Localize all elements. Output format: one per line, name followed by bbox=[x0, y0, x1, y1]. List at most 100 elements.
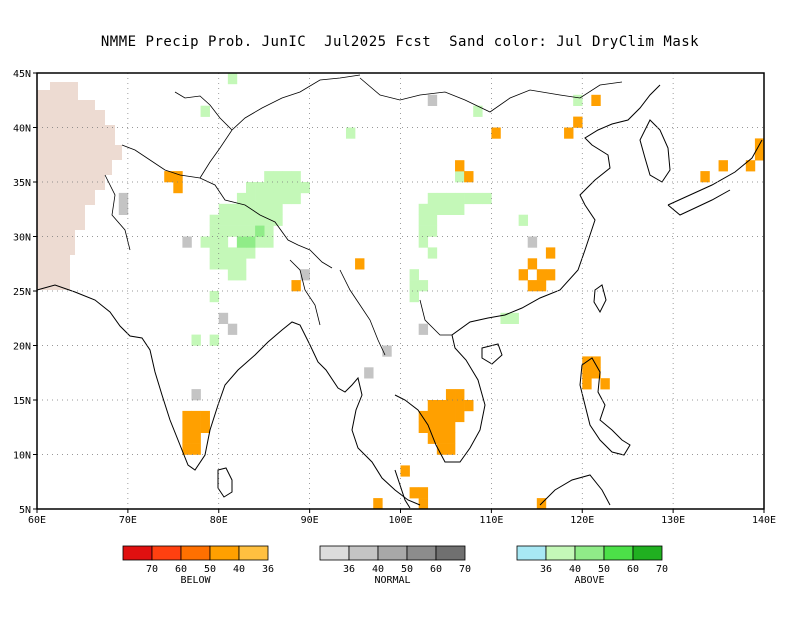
lat-tick-label: 25N bbox=[13, 287, 31, 298]
below-probability-cell bbox=[173, 182, 183, 194]
above-probability-cell bbox=[264, 192, 274, 205]
below-legend-swatch bbox=[209, 545, 240, 561]
below-probability-cell bbox=[427, 410, 438, 423]
below-probability-cell bbox=[455, 400, 465, 412]
above-probability-cell bbox=[418, 280, 429, 292]
normal-legend-tick: 36 bbox=[343, 564, 355, 575]
normal-legend-swatch bbox=[377, 545, 408, 561]
above-probability-cell bbox=[282, 171, 292, 183]
above-probability-cell bbox=[236, 203, 247, 215]
normal-probability-cell bbox=[418, 323, 429, 335]
above-probability-cell bbox=[264, 236, 274, 248]
normal-probability-cell bbox=[527, 236, 538, 248]
above-probability-cell bbox=[218, 225, 229, 237]
above-probability-cell bbox=[255, 214, 265, 226]
above-probability-cell bbox=[427, 225, 438, 237]
above-probability-cell bbox=[227, 247, 238, 259]
above-probability-cell bbox=[273, 171, 283, 183]
above-probability-cell bbox=[455, 203, 465, 215]
below-probability-cell bbox=[200, 410, 210, 423]
below-probability-cell bbox=[582, 378, 592, 390]
lon-tick-label: 140E bbox=[752, 515, 776, 526]
above-probability-cell bbox=[436, 192, 447, 205]
normal-probability-cell bbox=[364, 367, 374, 379]
above-probability-cell bbox=[236, 258, 247, 270]
below-probability-cell bbox=[464, 400, 474, 412]
below-probability-cell bbox=[455, 389, 465, 401]
normal-probability-cell bbox=[382, 345, 392, 357]
lat-tick-label: 20N bbox=[13, 342, 31, 353]
above-probability-cell bbox=[264, 171, 274, 183]
above-legend-swatch bbox=[632, 545, 663, 561]
above-probability-cell bbox=[473, 105, 483, 117]
below-probability-cell bbox=[427, 432, 438, 444]
lon-tick-label: 130E bbox=[661, 515, 685, 526]
below-probability-cell bbox=[191, 432, 201, 444]
above-legend-tick: 70 bbox=[656, 564, 668, 575]
below-probability-cell bbox=[400, 465, 410, 477]
above-probability-cell bbox=[255, 182, 265, 194]
above-probability-cell bbox=[255, 203, 265, 215]
above-probability-cell bbox=[246, 192, 256, 205]
below-probability-cell bbox=[445, 400, 456, 412]
below-probability-cell bbox=[182, 443, 192, 455]
normal-legend-tick: 70 bbox=[459, 564, 471, 575]
above-probability-cell bbox=[218, 236, 229, 248]
above-probability-cell bbox=[236, 225, 247, 237]
above-probability-cell bbox=[409, 269, 419, 281]
above-probability-cell bbox=[436, 203, 447, 215]
below-probability-cell bbox=[464, 171, 474, 183]
below-probability-cell bbox=[491, 127, 501, 139]
below-probability-cell bbox=[754, 149, 765, 161]
normal-probability-cell bbox=[227, 323, 238, 335]
below-probability-cell bbox=[355, 258, 365, 270]
below-probability-cell bbox=[545, 269, 556, 281]
above-probability-cell bbox=[418, 214, 429, 226]
below-probability-cell bbox=[445, 410, 456, 423]
below-probability-cell bbox=[427, 421, 438, 433]
above-probability-cell bbox=[246, 236, 256, 248]
above-probability-cell bbox=[218, 258, 229, 270]
above-probability-cell bbox=[209, 334, 220, 346]
above-probability-cell bbox=[246, 247, 256, 259]
below-probability-cell bbox=[527, 258, 538, 270]
below-probability-cell bbox=[745, 160, 756, 172]
below-legend-tick: 70 bbox=[146, 564, 158, 575]
above-probability-cell bbox=[291, 182, 301, 194]
above-probability-cell bbox=[273, 192, 283, 205]
probability-legend: 70 60 50 40 36 BELOW 36 40 50 60 70 NORMAL 36 40 50 60 7… bbox=[122, 545, 668, 586]
above-probability-cell bbox=[291, 171, 301, 183]
lon-tick-label: 100E bbox=[388, 515, 412, 526]
below-legend-label: BELOW bbox=[180, 575, 211, 586]
above-legend-tick: 60 bbox=[627, 564, 639, 575]
above-probability-cell bbox=[200, 105, 210, 117]
below-probability-cell bbox=[182, 432, 192, 444]
above-probability-cell bbox=[464, 192, 474, 205]
above-probability-cell bbox=[445, 192, 456, 205]
above-probability-cell bbox=[227, 225, 238, 237]
below-probability-cell bbox=[445, 432, 456, 444]
above-probability-cell bbox=[209, 291, 220, 303]
lon-tick-label: 60E bbox=[28, 515, 46, 526]
below-probability-cell bbox=[418, 410, 429, 423]
normal-legend-swatch bbox=[435, 545, 466, 561]
above-probability-cell bbox=[455, 171, 465, 183]
above-probability-cell bbox=[482, 192, 492, 205]
grid-lines bbox=[37, 73, 764, 509]
above-probability-cell bbox=[246, 225, 256, 237]
below-probability-cell bbox=[427, 400, 438, 412]
above-probability-cell bbox=[273, 203, 283, 215]
lat-tick-label: 30N bbox=[13, 233, 31, 244]
normal-probability-cell bbox=[218, 312, 229, 324]
below-probability-cell bbox=[564, 127, 574, 139]
above-probability-cell bbox=[409, 291, 419, 303]
above-probability-cell bbox=[345, 127, 356, 139]
above-probability-cell bbox=[218, 203, 229, 215]
below-probability-cell bbox=[536, 280, 547, 292]
above-probability-cell bbox=[455, 192, 465, 205]
above-probability-cell bbox=[227, 269, 238, 281]
above-legend-swatch bbox=[574, 545, 605, 561]
longitude-labels: 60E 70E 80E 90E 100E 110E 120E 130E 140E bbox=[28, 509, 776, 526]
normal-probability-cell bbox=[118, 203, 129, 215]
